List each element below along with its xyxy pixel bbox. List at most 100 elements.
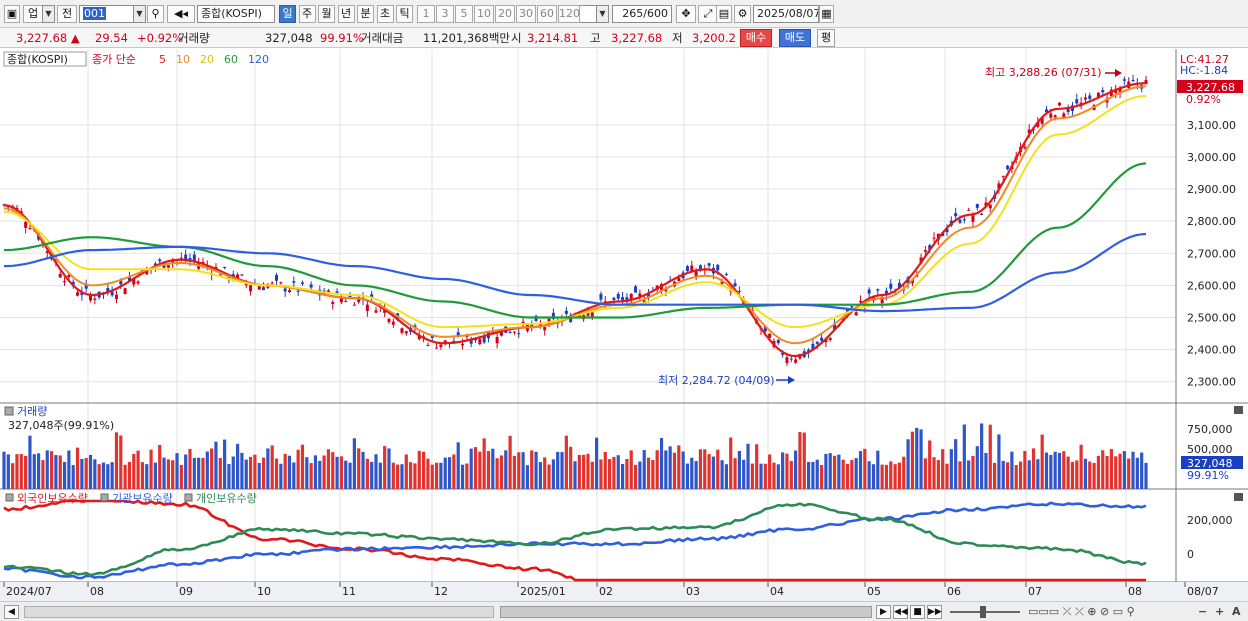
text-tool-icon[interactable]: A: [1232, 605, 1241, 618]
price-tick-1: 3,000.00: [1187, 151, 1236, 164]
ma-label: 종가 단순: [92, 53, 136, 66]
zoom-in-icon[interactable]: +: [1215, 605, 1225, 618]
candle-body: [400, 328, 404, 333]
avg-button[interactable]: 평: [817, 29, 835, 47]
x-label-12: 07: [1028, 585, 1042, 598]
code-input[interactable]: 001: [79, 5, 134, 23]
period-button-4[interactable]: 분: [357, 5, 374, 23]
volume-tick-500: 500,000: [1187, 443, 1233, 456]
candle-body: [967, 209, 971, 211]
interval-button-5[interactable]: 30: [516, 5, 536, 23]
candle-body: [348, 294, 352, 298]
panel-name-box: [3, 51, 87, 67]
chart-svg[interactable]: 종합(KOSPI) 종가 단순 5 10 20 60 120 3,100.003,000.…: [0, 49, 1248, 601]
x-label-11: 06: [947, 585, 961, 598]
candle-body: [123, 288, 127, 295]
interval-button-7[interactable]: 120: [558, 5, 580, 23]
prev-button[interactable]: 전: [57, 5, 77, 23]
tool-icons[interactable]: ▭▭▭ ⤫ ⤫ ⊕ ⊘ ▭ ⚲: [1028, 605, 1135, 618]
candle-body: [439, 344, 443, 348]
period-button-1[interactable]: 주: [298, 5, 316, 23]
play-icon[interactable]: ▶: [876, 605, 891, 619]
high-value: 3,227.68: [611, 31, 663, 45]
x-label-8: 03: [686, 585, 700, 598]
calendar-icon[interactable]: ▦: [819, 5, 834, 23]
candle-body: [1045, 109, 1049, 113]
crosshair-icon[interactable]: ⤢: [698, 5, 718, 23]
candle-body: [815, 341, 819, 344]
rewind-icon[interactable]: ◀◀: [893, 605, 908, 619]
pan-icon[interactable]: ✥: [676, 5, 696, 23]
gear-icon[interactable]: ⚙: [734, 5, 751, 23]
magnifier-icon[interactable]: ⚲: [147, 5, 164, 23]
candle-body: [352, 304, 356, 306]
zoom-out-icon[interactable]: −: [1198, 605, 1208, 618]
candle-body: [119, 279, 123, 285]
candle-body: [1122, 79, 1126, 81]
interval-button-4[interactable]: 20: [495, 5, 515, 23]
speaker-icon[interactable]: ◀◂: [167, 5, 195, 23]
volume-bar: [383, 446, 387, 489]
candle-body: [1062, 113, 1066, 118]
candle-body: [962, 219, 966, 221]
market-dropdown-icon[interactable]: ▼: [42, 5, 55, 23]
zoom-slider-handle[interactable]: [980, 606, 986, 618]
period-button-5[interactable]: 초: [376, 5, 394, 23]
candle-body: [1036, 122, 1040, 127]
buy-button[interactable]: 매수: [740, 29, 772, 47]
volume-bar: [936, 460, 940, 489]
volume-bar: [841, 459, 845, 489]
chart-scrollbar[interactable]: ◀ ▶ ◀◀ ■ ▶▶ ▭▭▭ ⤫ ⤫ ⊕ ⊘ ▭ ⚲ − + A: [0, 601, 1248, 621]
count-field[interactable]: 265/600: [612, 5, 672, 23]
volume-bar: [794, 450, 798, 489]
scroll-thumb[interactable]: [500, 606, 872, 618]
code-dropdown-icon[interactable]: ▼: [133, 5, 146, 23]
volume-bar: [863, 448, 867, 489]
price-tick-6: 2,500.00: [1187, 312, 1236, 325]
date-input[interactable]: 2025/08/07: [753, 5, 819, 23]
fast-forward-icon[interactable]: ▶▶: [927, 605, 942, 619]
scroll-left-icon[interactable]: ◀: [4, 605, 19, 619]
interval-dropdown-icon[interactable]: ▼: [596, 5, 609, 23]
volume-bar: [305, 457, 309, 489]
sell-button[interactable]: 매도: [779, 29, 811, 47]
volume-bar: [590, 461, 594, 489]
interval-button-3[interactable]: 10: [474, 5, 494, 23]
volume-bar: [1036, 459, 1040, 489]
window-icon[interactable]: ▣: [4, 5, 20, 23]
period-button-6[interactable]: 틱: [396, 5, 413, 23]
interval-button-1[interactable]: 3: [436, 5, 454, 23]
period-button-3[interactable]: 년: [337, 5, 355, 23]
volume-bar: [140, 462, 145, 489]
holding-close-icon[interactable]: [1234, 493, 1243, 501]
market-button[interactable]: 업: [23, 5, 43, 23]
chart-area[interactable]: 종합(KOSPI) 종가 단순 5 10 20 60 120 3,100.00 3,000.…: [0, 49, 1248, 601]
scroll-track[interactable]: [24, 606, 494, 618]
candle-body: [275, 275, 279, 281]
interval-button-0[interactable]: 1: [417, 5, 435, 23]
volume-label: 거래량: [178, 31, 210, 45]
date-axis: 2024/07 08 09 10 11 12 2025/01 02 03 04 05 06 07 08 08…: [3, 582, 1219, 598]
volume-bar: [84, 458, 88, 489]
volume-bar: [902, 456, 906, 489]
interval-button-6[interactable]: 60: [537, 5, 557, 23]
candle-body: [707, 263, 711, 266]
stop-icon[interactable]: ■: [910, 605, 925, 619]
period-button-2[interactable]: 월: [318, 5, 335, 23]
volume-bar: [586, 453, 590, 489]
interval-button-2[interactable]: 5: [455, 5, 473, 23]
save-icon[interactable]: ▤: [716, 5, 732, 23]
volume-bar: [733, 458, 737, 489]
price-change: 29.54: [95, 31, 128, 45]
volume-bar: [404, 454, 408, 489]
candle-body: [344, 300, 348, 302]
volume-bars: [2, 423, 1148, 489]
volume-bar: [409, 462, 413, 489]
candle-body: [387, 318, 391, 323]
period-button-0[interactable]: 일: [279, 5, 296, 23]
candle-body: [543, 327, 547, 331]
volume-close-icon[interactable]: [1234, 406, 1243, 414]
ma-period-20: 20: [200, 53, 214, 66]
volume-bar: [646, 457, 651, 489]
lc-label: LC:41.27: [1180, 53, 1229, 66]
